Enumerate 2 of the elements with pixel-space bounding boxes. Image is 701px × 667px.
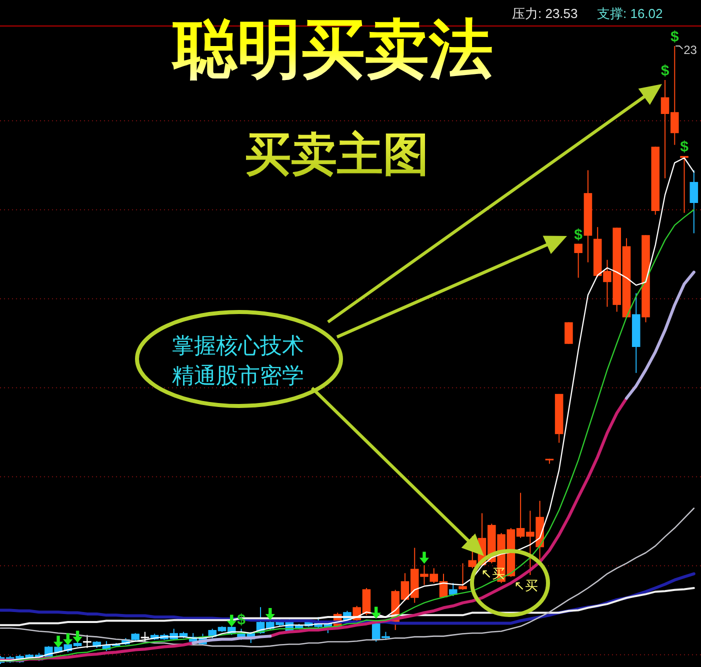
subtitle: 买卖主图 bbox=[245, 128, 429, 180]
title: 聪明买卖法 bbox=[173, 13, 493, 85]
